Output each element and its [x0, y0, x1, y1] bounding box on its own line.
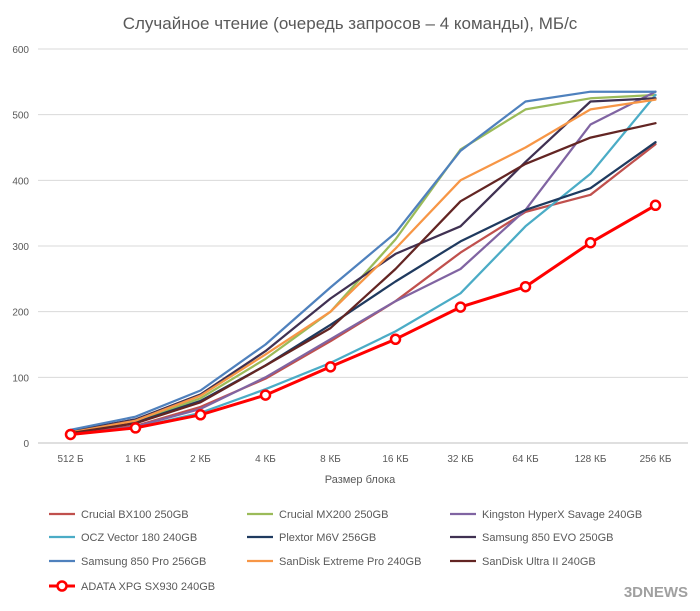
series-group: [69, 98, 657, 434]
legend-label: Samsung 850 Pro 256GB: [81, 556, 206, 568]
x-tick-label: 256 КБ: [640, 454, 672, 465]
series-group: [64, 199, 662, 441]
series-group: [69, 143, 657, 435]
legend: Crucial BX100 250GB Crucial MX200 250GB Ki…: [49, 509, 642, 593]
y-tick-label: 100: [12, 373, 29, 384]
x-axis-title: Размер блока: [325, 474, 396, 486]
legend-item: SanDisk Ultra II 240GB: [450, 556, 596, 568]
series-group: [69, 122, 657, 435]
data-point: [64, 428, 77, 441]
gridlines: [38, 48, 688, 444]
legend-marker: [56, 580, 68, 592]
legend-item: OCZ Vector 180 240GB: [49, 532, 197, 544]
y-tick-label: 300: [12, 242, 29, 253]
legend-item: Plextor M6V 256GB: [247, 532, 376, 544]
legend-item: Samsung 850 EVO 250GB: [450, 532, 613, 544]
x-tick-label: 512 Б: [57, 454, 83, 465]
legend-label: SanDisk Extreme Pro 240GB: [279, 556, 421, 568]
series-line: [69, 93, 657, 433]
y-tick-label: 200: [12, 308, 29, 319]
data-point: [649, 199, 662, 212]
x-tick-label: 2 КБ: [190, 454, 211, 465]
y-tick-label: 400: [12, 176, 29, 187]
chart-title: Случайное чтение (очередь запросов – 4 к…: [123, 14, 578, 33]
series-lines: [64, 90, 662, 441]
legend-label: Kingston HyperX Savage 240GB: [482, 509, 642, 521]
legend-label: ADATA XPG SX930 240GB: [81, 581, 215, 593]
y-tick-label: 500: [12, 111, 29, 122]
x-tick-label: 4 КБ: [255, 454, 276, 465]
series-group: [69, 97, 657, 433]
legend-label: Crucial MX200 250GB: [279, 509, 388, 521]
legend-label: Crucial BX100 250GB: [81, 509, 189, 521]
series-group: [69, 90, 657, 436]
series-group: [69, 93, 657, 433]
legend-label: Samsung 850 EVO 250GB: [482, 532, 613, 544]
data-point: [194, 409, 207, 421]
data-point: [389, 333, 402, 345]
data-point: [324, 361, 337, 373]
series-line: [69, 98, 657, 434]
y-tick-label: 600: [12, 45, 29, 56]
y-tick-label: 0: [23, 439, 29, 450]
legend-label: OCZ Vector 180 240GB: [81, 532, 197, 544]
series-group: [69, 90, 657, 432]
x-axis-ticks: 512 Б 1 КБ 2 КБ 4 КБ 8 КБ 16 КБ 32 КБ 64 КБ 128 …: [57, 454, 671, 465]
x-tick-label: 32 КБ: [447, 454, 474, 465]
series-line: [69, 97, 657, 433]
series-line: [69, 90, 657, 436]
watermark-logo: 3DNEWS: [624, 584, 688, 601]
legend-item: Crucial BX100 250GB: [49, 509, 189, 521]
series-line: [69, 141, 657, 434]
legend-label: SanDisk Ultra II 240GB: [482, 556, 596, 568]
x-tick-label: 8 КБ: [320, 454, 341, 465]
series-line: [69, 122, 657, 435]
data-point: [519, 280, 532, 293]
legend-item: SanDisk Extreme Pro 240GB: [247, 556, 421, 568]
series-line: [69, 143, 657, 435]
x-tick-label: 16 КБ: [382, 454, 409, 465]
legend-item: Samsung 850 Pro 256GB: [49, 556, 206, 568]
y-axis-ticks: 0 100 200 300 400 500 600: [12, 45, 29, 450]
x-tick-label: 64 КБ: [512, 454, 539, 465]
series-line: [69, 203, 657, 436]
data-point: [129, 422, 142, 434]
legend-label: Plextor M6V 256GB: [279, 532, 376, 544]
series-line: [69, 90, 657, 432]
x-tick-label: 1 КБ: [125, 454, 146, 465]
data-point: [454, 301, 467, 313]
data-point: [259, 389, 272, 401]
legend-item: ADATA XPG SX930 240GB: [49, 580, 215, 593]
x-tick-label: 128 КБ: [575, 454, 607, 465]
data-point: [584, 236, 597, 249]
legend-item: Crucial MX200 250GB: [247, 509, 388, 521]
series-group: [69, 141, 657, 434]
legend-item: Kingston HyperX Savage 240GB: [450, 509, 642, 521]
